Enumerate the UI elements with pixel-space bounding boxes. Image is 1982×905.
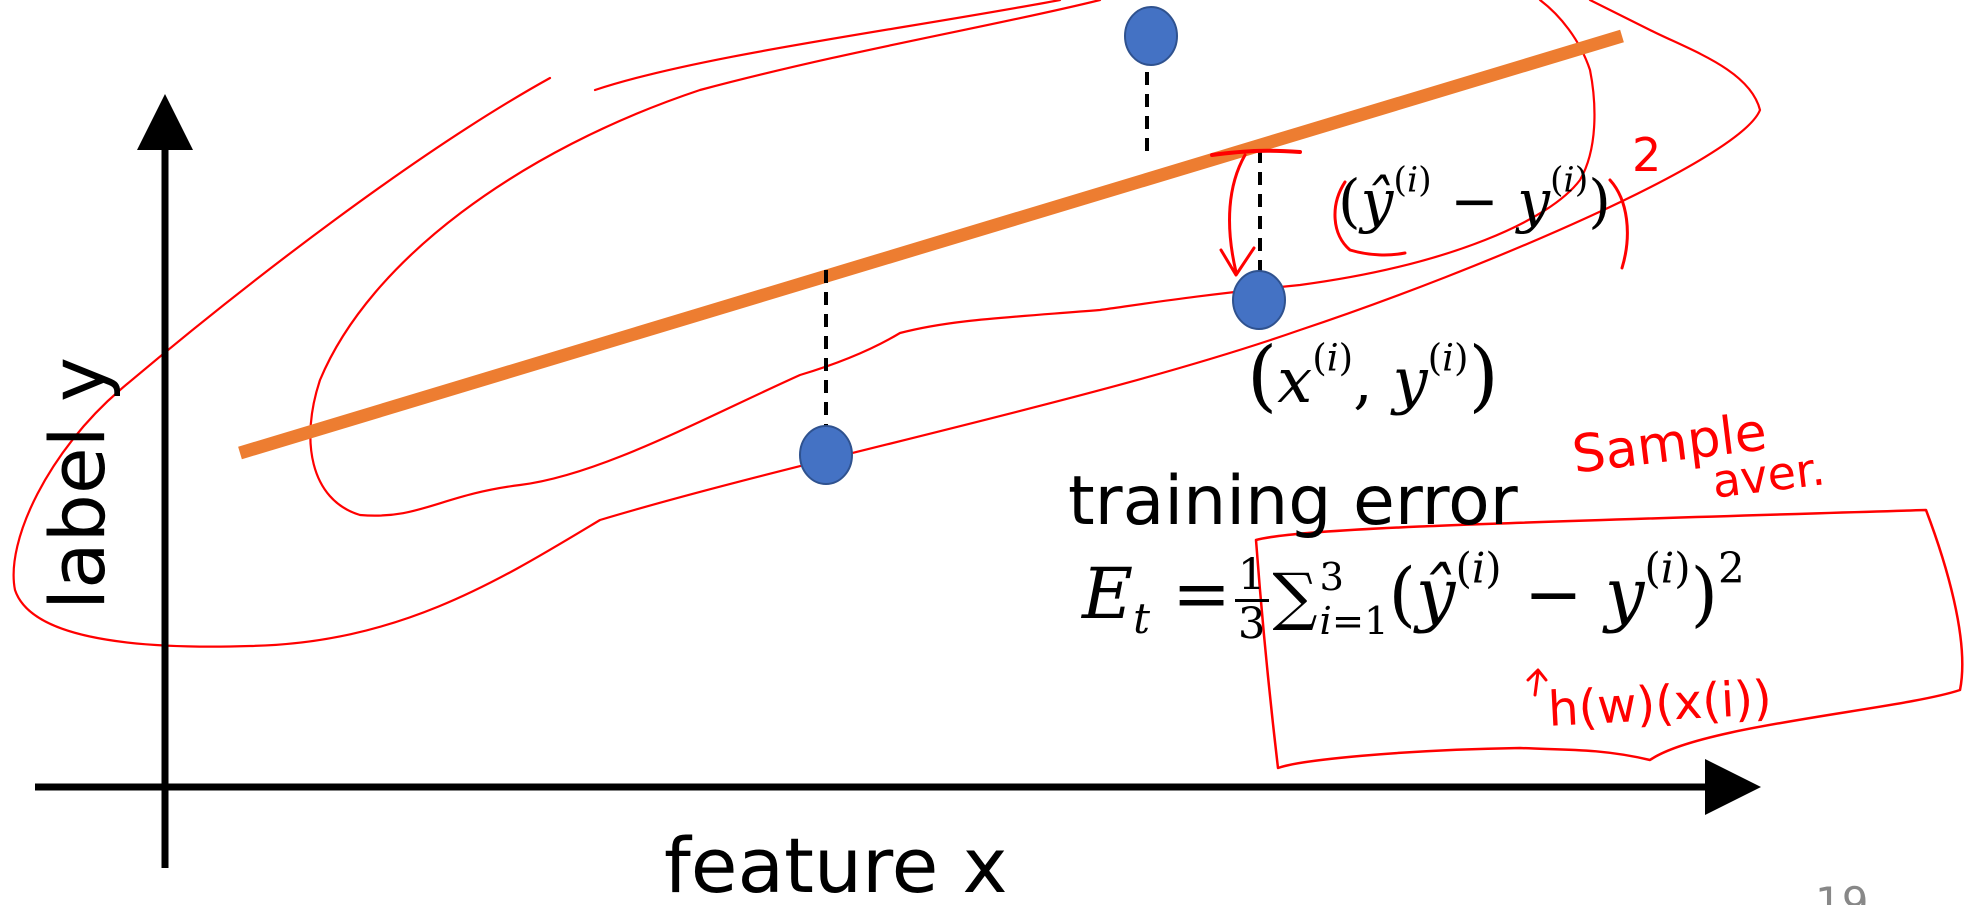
paren-right [1608, 178, 1629, 270]
training-error-title: training error [1068, 462, 1518, 541]
handdrawn-outer-loops [12, 0, 1762, 648]
data-points [799, 6, 1286, 485]
handwritten-hypothesis: h(w)(x(i)) [1546, 670, 1774, 738]
data-point [1124, 6, 1178, 66]
handwritten-note-aver: aver. [1709, 441, 1828, 509]
residual-lines [824, 50, 1262, 440]
training-error-formula: Et = 1 3 ∑ 3 i=1 (ŷ(i) − y(i))2 [1082, 543, 1745, 649]
middle-loop [309, 0, 1596, 517]
x-axis-label: feature x [664, 821, 1008, 905]
paren-left [1333, 180, 1407, 257]
outer-loop [12, 0, 1762, 648]
handdrawn-annotations [1210, 148, 1964, 770]
y-axis-label: label y [33, 357, 122, 610]
data-point [1232, 270, 1286, 330]
tick-bar [1210, 148, 1302, 157]
error-term-label: (ŷ(i) − y(i)) [1338, 160, 1611, 235]
regression-line [238, 29, 1624, 460]
data-point [799, 425, 853, 485]
error-arrow-icon [1219, 153, 1256, 277]
formula-box [1254, 508, 1964, 770]
up-arrow-icon [1526, 668, 1548, 697]
point-label: (x(i), y(i)) [1247, 331, 1499, 421]
handwritten-exponent: 2 [1632, 128, 1662, 182]
page-number: 19 [1815, 878, 1869, 905]
